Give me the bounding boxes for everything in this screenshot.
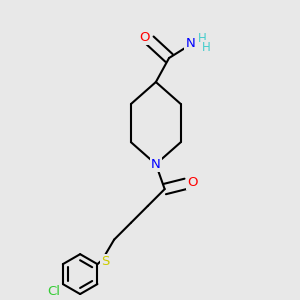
Text: N: N [185,37,195,50]
Text: H: H [202,40,211,54]
Text: O: O [140,31,150,44]
Text: S: S [101,255,110,268]
Text: O: O [187,176,197,189]
Text: Cl: Cl [48,285,61,298]
Text: N: N [151,158,161,171]
Text: H: H [197,32,206,45]
